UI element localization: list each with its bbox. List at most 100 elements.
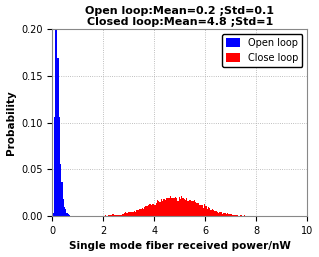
Bar — [235, 215, 236, 216]
Bar — [60, 164, 61, 216]
Bar — [222, 214, 223, 216]
Bar — [66, 213, 68, 216]
Bar — [158, 200, 160, 216]
Bar — [221, 212, 222, 216]
Bar — [234, 215, 235, 216]
Bar — [227, 214, 228, 216]
Bar — [121, 215, 122, 216]
Bar — [129, 212, 130, 216]
Bar — [117, 215, 119, 216]
Bar — [63, 199, 64, 216]
Bar — [138, 210, 139, 216]
Bar — [162, 201, 163, 216]
Bar — [64, 207, 65, 216]
Bar — [172, 198, 174, 216]
Bar — [149, 205, 151, 216]
Bar — [52, 213, 54, 216]
Bar — [209, 208, 211, 216]
Bar — [213, 210, 214, 216]
Bar — [193, 201, 194, 216]
Bar — [163, 199, 165, 216]
Bar — [61, 182, 63, 216]
Bar — [212, 209, 213, 216]
Bar — [112, 215, 114, 216]
Bar — [114, 215, 115, 216]
Bar — [200, 205, 202, 216]
Bar — [188, 201, 189, 216]
Bar — [241, 215, 242, 216]
Bar — [203, 208, 204, 216]
Bar — [143, 209, 144, 216]
Bar — [120, 215, 121, 216]
Bar — [190, 200, 191, 216]
Bar — [122, 214, 124, 216]
Bar — [219, 212, 221, 216]
Bar — [179, 197, 180, 216]
Bar — [140, 209, 142, 216]
Bar — [218, 213, 219, 216]
Bar — [130, 212, 131, 216]
Bar — [128, 213, 129, 216]
Bar — [105, 215, 106, 216]
Bar — [177, 200, 179, 216]
Bar — [165, 200, 166, 216]
Bar — [176, 198, 177, 216]
Bar — [240, 215, 241, 216]
Y-axis label: Probability: Probability — [5, 90, 16, 155]
Bar — [171, 198, 172, 216]
Bar — [144, 207, 145, 216]
Bar — [57, 58, 59, 216]
Bar — [153, 204, 154, 216]
Bar — [124, 213, 125, 216]
Bar — [134, 211, 135, 216]
Bar — [186, 198, 188, 216]
Bar — [195, 202, 197, 216]
Bar — [194, 200, 195, 216]
Bar — [156, 203, 157, 216]
Bar — [214, 211, 216, 216]
Bar — [170, 196, 171, 216]
Bar — [55, 0, 56, 216]
Title: Open loop:Mean=0.2 ;Std=0.1
Closed loop:Mean=4.8 ;Std=1: Open loop:Mean=0.2 ;Std=0.1 Closed loop:… — [85, 6, 274, 27]
Bar — [110, 215, 111, 216]
Bar — [68, 214, 69, 216]
Bar — [115, 215, 116, 216]
Bar — [237, 215, 239, 216]
Bar — [216, 211, 217, 216]
Bar — [236, 215, 237, 216]
Bar — [166, 198, 167, 216]
Bar — [208, 207, 209, 216]
Bar — [184, 199, 185, 216]
Bar — [56, 0, 57, 216]
Bar — [197, 203, 198, 216]
Bar — [142, 208, 143, 216]
Bar — [181, 196, 182, 216]
Bar — [217, 212, 218, 216]
Bar — [108, 215, 110, 216]
Bar — [198, 203, 199, 216]
Bar — [244, 215, 245, 216]
Bar — [135, 212, 137, 216]
Bar — [202, 205, 203, 216]
Bar — [204, 204, 205, 216]
Bar — [175, 197, 176, 216]
Bar — [223, 213, 225, 216]
Bar — [148, 205, 149, 216]
Bar — [205, 206, 207, 216]
Bar — [228, 214, 230, 216]
Bar — [225, 214, 226, 216]
Bar — [207, 209, 208, 216]
Bar — [131, 212, 133, 216]
Bar — [191, 201, 193, 216]
Bar — [189, 200, 190, 216]
Bar — [145, 206, 147, 216]
Bar — [154, 205, 156, 216]
Bar — [167, 198, 168, 216]
Bar — [119, 215, 120, 216]
Bar — [211, 210, 212, 216]
Bar — [152, 204, 153, 216]
Bar — [147, 206, 148, 216]
Bar — [116, 215, 117, 216]
Bar — [230, 214, 231, 216]
Bar — [157, 200, 158, 216]
